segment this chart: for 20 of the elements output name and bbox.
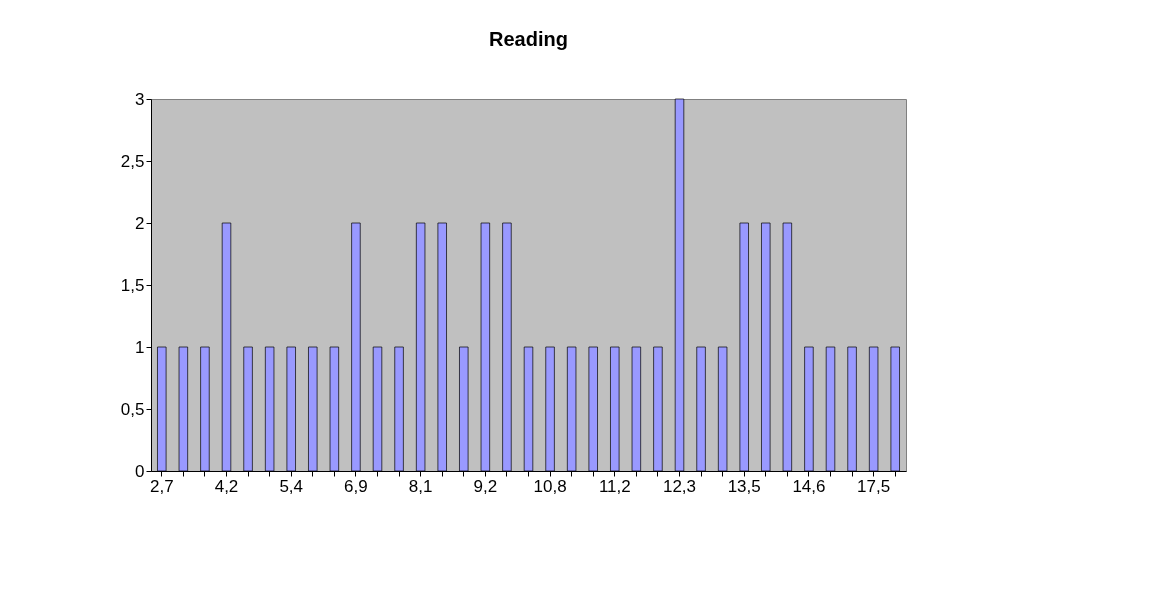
- x-tick-label: 2,7: [149, 476, 174, 496]
- x-tick-label: 4,2: [214, 476, 239, 496]
- chart-title: Reading: [489, 28, 568, 50]
- x-tick-label: 6,9: [344, 476, 368, 496]
- x-tick-label: 8,1: [408, 476, 433, 496]
- x-tick-label: 14,6: [792, 476, 826, 496]
- y-tick-label: 3: [135, 89, 145, 109]
- y-tick-label: 0,5: [120, 399, 145, 419]
- x-tick-label: 11,2: [598, 476, 631, 496]
- x-tick-label: 10,8: [533, 476, 567, 496]
- x-tick-label: 5,4: [279, 476, 304, 496]
- x-tick-label: 13,5: [727, 476, 761, 496]
- y-tick-label: 0: [135, 461, 145, 481]
- y-tick-label: 2: [135, 213, 145, 233]
- y-tick-label: 2,5: [120, 151, 145, 171]
- y-tick-label: 1,5: [120, 275, 145, 295]
- x-tick-label: 12,3: [662, 476, 697, 496]
- y-tick-label: 1: [135, 337, 145, 357]
- x-tick-label: 17,5: [857, 476, 891, 496]
- x-tick-label: 9,2: [473, 476, 498, 496]
